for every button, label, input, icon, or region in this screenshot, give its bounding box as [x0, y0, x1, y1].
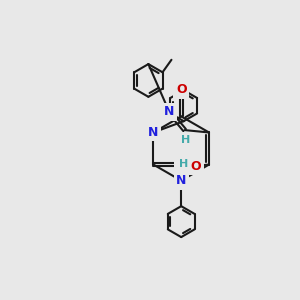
- Text: N: N: [148, 126, 159, 139]
- Text: H: H: [181, 135, 190, 145]
- Text: O: O: [176, 83, 187, 96]
- Text: S: S: [177, 158, 186, 171]
- Text: H: H: [179, 159, 189, 169]
- Text: N: N: [164, 105, 174, 118]
- Text: N: N: [176, 174, 186, 187]
- Text: O: O: [190, 160, 201, 172]
